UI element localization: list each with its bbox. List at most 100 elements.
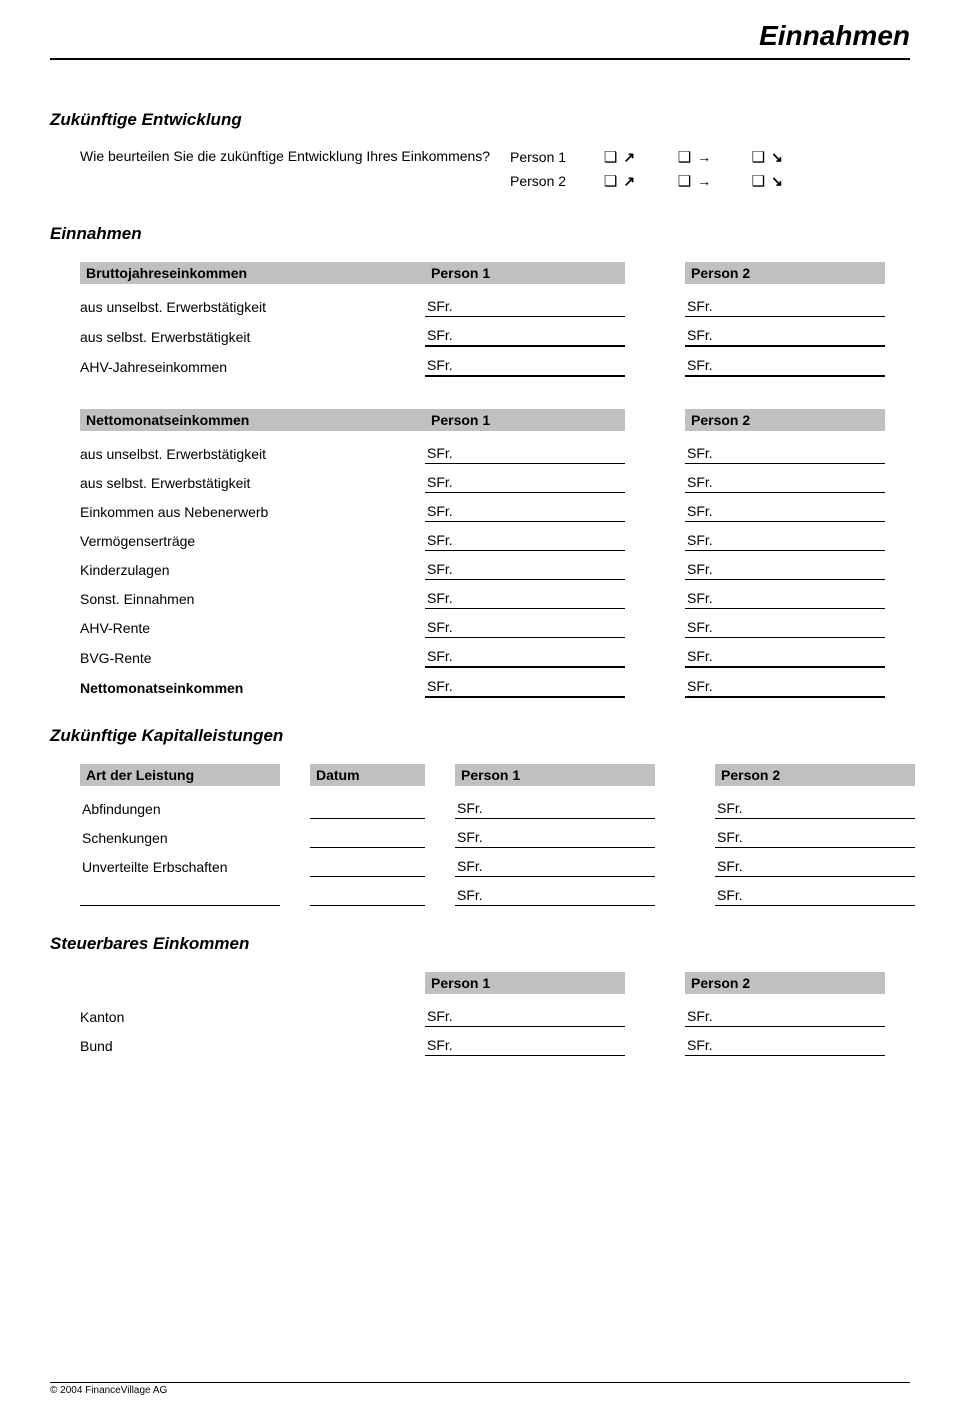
netto-header-row: Nettomonatseinkommen Person 1 Person 2 — [80, 409, 910, 431]
value-p1[interactable]: SFr. — [425, 532, 625, 551]
brutto-header-p1: Person 1 — [425, 262, 625, 284]
table-row: VermögenserträgeSFr.SFr. — [80, 532, 910, 551]
row-label: Unverteilte Erbschaften — [80, 859, 280, 877]
table-row: aus unselbst. ErwerbstätigkeitSFr.SFr. — [80, 445, 910, 464]
arrow-right-icon: → — [697, 149, 711, 165]
value-p2[interactable]: SFr. — [685, 1037, 885, 1056]
row-label: aus selbst. Erwerbstätigkeit — [80, 329, 425, 347]
value-p1[interactable]: SFr. — [425, 561, 625, 580]
netto-header-p1: Person 1 — [425, 409, 625, 431]
table-row: aus selbst. ErwerbstätigkeitSFr.SFr. — [80, 474, 910, 493]
section-steuerbares: Steuerbares Einkommen — [50, 934, 910, 954]
checkbox-p1-right[interactable]: ❑ — [678, 149, 691, 166]
table-row: KinderzulagenSFr.SFr. — [80, 561, 910, 580]
checkbox-p2-right[interactable]: ❑ — [678, 173, 691, 190]
row-label: BVG-Rente — [80, 650, 425, 668]
person-options: Person 1 ❑↗ ❑→ ❑↘ Person 2 ❑↗ ❑→ ❑↘ — [510, 148, 910, 196]
steuer-header-row: Person 1 Person 2 — [80, 972, 910, 994]
question-row: Wie beurteilen Sie die zukünftige Entwic… — [50, 148, 910, 196]
value-p2[interactable]: SFr. — [685, 1008, 885, 1027]
date-field[interactable] — [310, 801, 425, 819]
value-p1[interactable]: SFr. — [455, 858, 655, 877]
value-p2[interactable]: SFr. — [685, 474, 885, 493]
row-label: Sonst. Einnahmen — [80, 591, 425, 609]
value-p2[interactable]: SFr. — [715, 829, 915, 848]
checkbox-p2-up[interactable]: ❑ — [604, 173, 617, 190]
table-row: BVG-RenteSFr.SFr. — [80, 648, 910, 668]
value-p2[interactable]: SFr. — [685, 532, 885, 551]
section-kapitalleistungen: Zukünftige Kapitalleistungen — [50, 726, 910, 746]
value-p2[interactable]: SFr. — [685, 445, 885, 464]
row-label: Nettomonatseinkommen — [80, 680, 425, 698]
row-label: Abfindungen — [80, 801, 280, 819]
value-p1[interactable]: SFr. — [425, 648, 625, 668]
section-einnahmen: Einnahmen — [50, 224, 910, 244]
table-row: BundSFr.SFr. — [80, 1037, 910, 1056]
table-row: Unverteilte ErbschaftenSFr.SFr. — [80, 858, 910, 877]
value-p1[interactable]: SFr. — [455, 800, 655, 819]
value-p2[interactable]: SFr. — [685, 561, 885, 580]
steuer-header-p1: Person 1 — [425, 972, 625, 994]
value-p2[interactable]: SFr. — [685, 619, 885, 638]
brutto-header-p2: Person 2 — [685, 262, 885, 284]
table-row: AbfindungenSFr.SFr. — [80, 800, 910, 819]
arrow-up-icon: ↗ — [623, 173, 635, 189]
row-label: Einkommen aus Nebenerwerb — [80, 504, 425, 522]
table-row: KantonSFr.SFr. — [80, 1008, 910, 1027]
value-p1[interactable]: SFr. — [425, 1037, 625, 1056]
page-title: Einnahmen — [50, 20, 910, 60]
date-field[interactable] — [310, 859, 425, 877]
question-text: Wie beurteilen Sie die zukünftige Entwic… — [80, 148, 510, 164]
steuer-table: Person 1 Person 2 KantonSFr.SFr.BundSFr.… — [50, 972, 910, 1056]
arrow-down-icon: ↘ — [771, 149, 783, 165]
value-p1[interactable]: SFr. — [425, 327, 625, 347]
value-p2[interactable]: SFr. — [685, 590, 885, 609]
arrow-down-icon: ↘ — [771, 173, 783, 189]
kapital-header-p2: Person 2 — [715, 764, 915, 786]
person1-label: Person 1 — [510, 149, 600, 165]
value-p1[interactable]: SFr. — [455, 887, 655, 906]
section-zukuenftige-entwicklung: Zukünftige Entwicklung — [50, 110, 910, 130]
checkbox-p2-down[interactable]: ❑ — [752, 173, 765, 190]
row-label: AHV-Jahreseinkommen — [80, 359, 425, 377]
value-p1[interactable]: SFr. — [455, 829, 655, 848]
value-p1[interactable]: SFr. — [425, 503, 625, 522]
value-p2[interactable]: SFr. — [685, 298, 885, 317]
value-p1[interactable]: SFr. — [425, 445, 625, 464]
row-label: aus unselbst. Erwerbstätigkeit — [80, 446, 425, 464]
value-p1[interactable]: SFr. — [425, 474, 625, 493]
value-p1[interactable]: SFr. — [425, 619, 625, 638]
value-p2[interactable]: SFr. — [685, 357, 885, 377]
value-p1[interactable]: SFr. — [425, 678, 625, 698]
row-label: Vermögenserträge — [80, 533, 425, 551]
value-p2[interactable]: SFr. — [685, 327, 885, 347]
checkbox-p1-up[interactable]: ❑ — [604, 149, 617, 166]
value-p2[interactable]: SFr. — [685, 503, 885, 522]
table-row: aus unselbst. ErwerbstätigkeitSFr.SFr. — [80, 298, 910, 317]
value-p2[interactable]: SFr. — [715, 858, 915, 877]
value-p2[interactable]: SFr. — [715, 800, 915, 819]
value-p1[interactable]: SFr. — [425, 590, 625, 609]
value-p1[interactable]: SFr. — [425, 357, 625, 377]
value-p1[interactable]: SFr. — [425, 298, 625, 317]
value-p2[interactable]: SFr. — [715, 887, 915, 906]
person2-label: Person 2 — [510, 173, 600, 189]
checkbox-p1-down[interactable]: ❑ — [752, 149, 765, 166]
netto-header-label: Nettomonatseinkommen — [80, 409, 425, 431]
date-field[interactable] — [310, 830, 425, 848]
table-row: AHV-JahreseinkommenSFr.SFr. — [80, 357, 910, 377]
brutto-table: Bruttojahreseinkommen Person 1 Person 2 … — [50, 262, 910, 377]
table-row: aus selbst. ErwerbstätigkeitSFr.SFr. — [80, 327, 910, 347]
date-field[interactable] — [310, 888, 425, 906]
brutto-header-label: Bruttojahreseinkommen — [80, 262, 425, 284]
row-label[interactable] — [80, 888, 280, 906]
value-p2[interactable]: SFr. — [685, 678, 885, 698]
netto-table: Nettomonatseinkommen Person 1 Person 2 a… — [50, 409, 910, 698]
kapital-table: Art der Leistung Datum Person 1 Person 2… — [50, 764, 910, 906]
table-row: Sonst. EinnahmenSFr.SFr. — [80, 590, 910, 609]
value-p1[interactable]: SFr. — [425, 1008, 625, 1027]
steuer-header-p2: Person 2 — [685, 972, 885, 994]
kapital-header-art: Art der Leistung — [80, 764, 280, 786]
value-p2[interactable]: SFr. — [685, 648, 885, 668]
row-label: Schenkungen — [80, 830, 280, 848]
